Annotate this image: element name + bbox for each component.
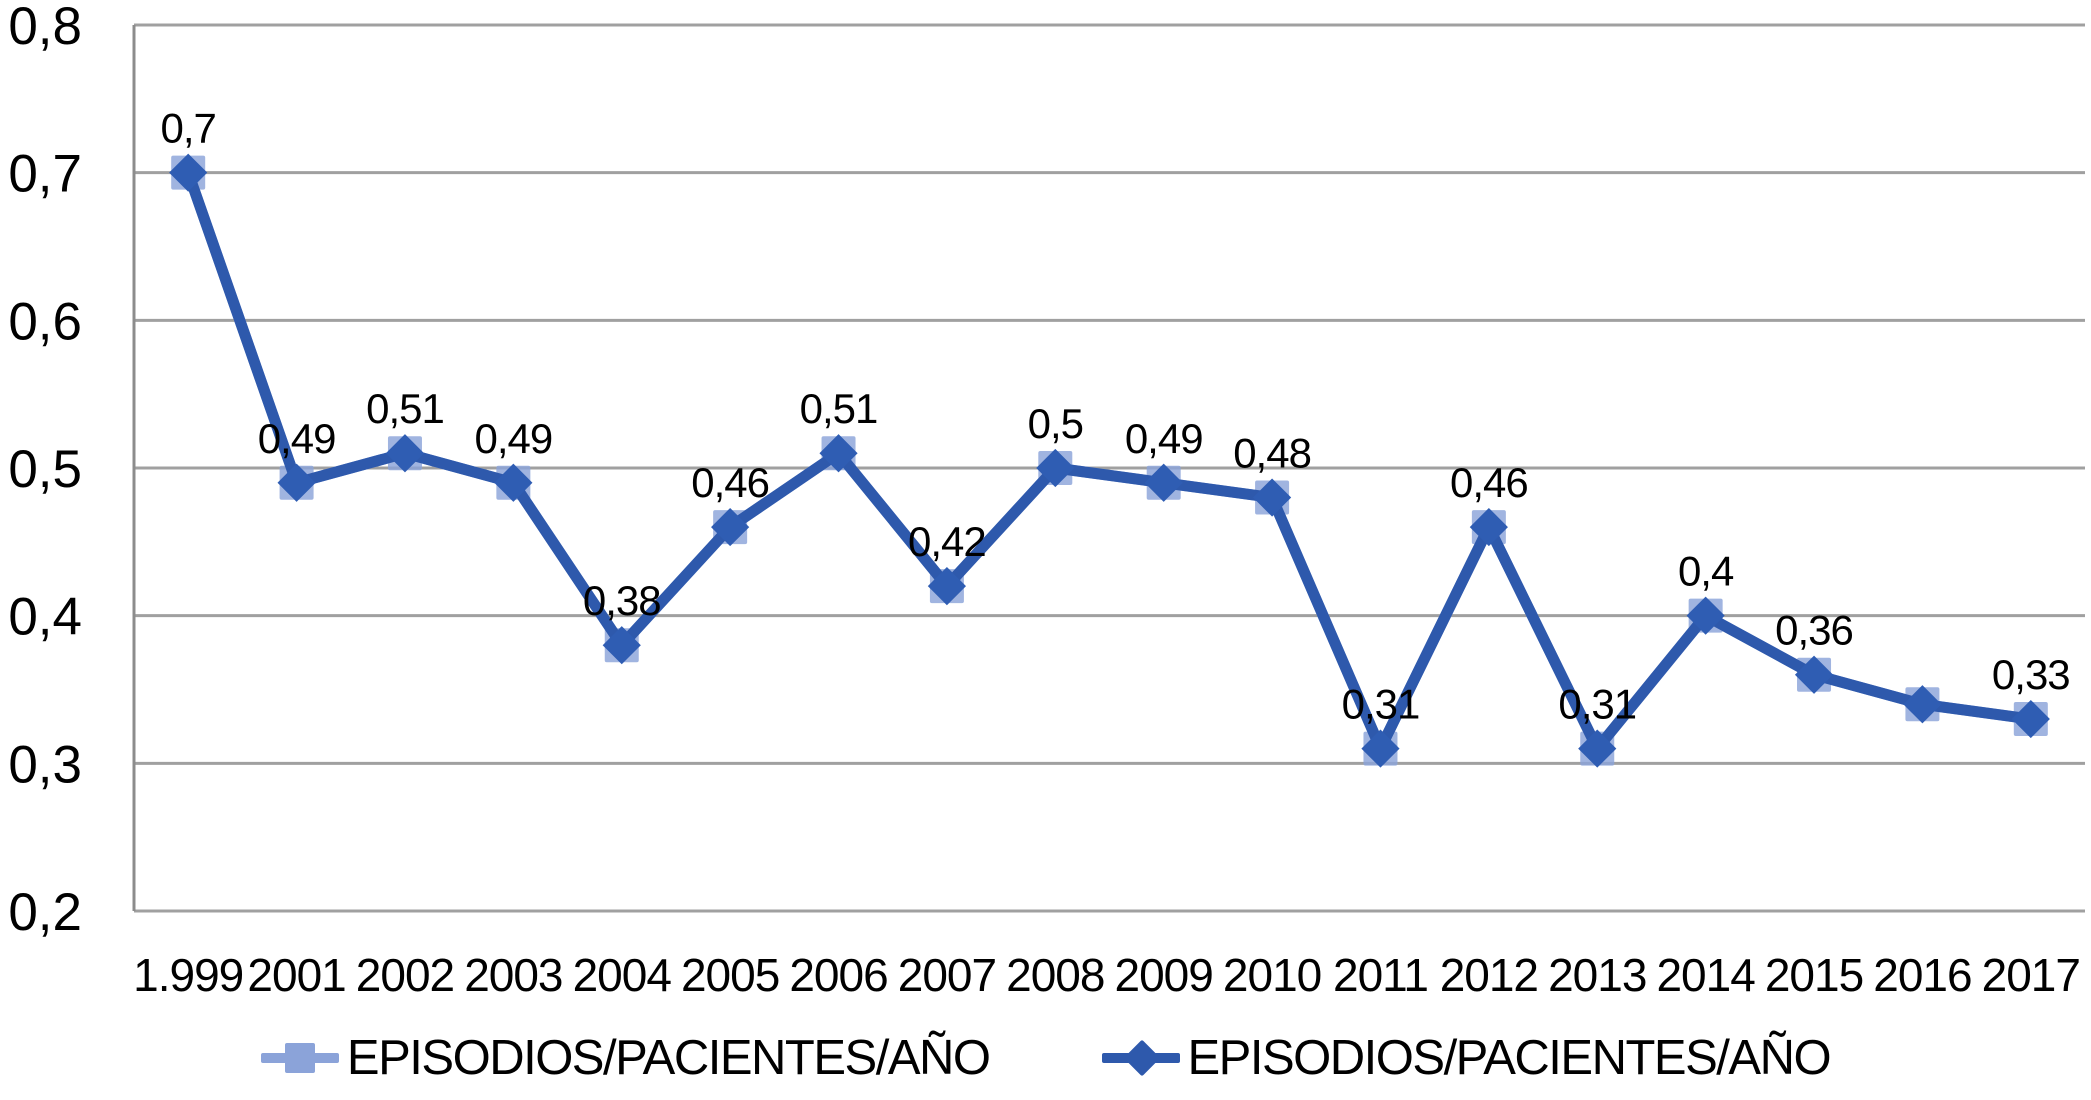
data-label: 0,51 [366, 385, 444, 432]
diamond-series-marker-icon [1101, 1038, 1180, 1078]
square-series-marker-icon [260, 1038, 339, 1078]
x-axis-tick-label: 2008 [1006, 949, 1104, 1001]
data-point-diamond[interactable] [1686, 596, 1725, 635]
legend-item-episodios-diamond[interactable]: EPISODIOS/PACIENTES/AÑO [1101, 1030, 1832, 1086]
y-axis-tick-label: 0,6 [8, 292, 82, 351]
data-label: 0,4 [1678, 548, 1734, 595]
data-point-diamond[interactable] [277, 463, 316, 502]
x-axis-tick-label: 2015 [1765, 949, 1863, 1001]
y-axis-tick-label: 0,7 [8, 145, 82, 204]
x-axis-tick-label: 2009 [1115, 949, 1213, 1001]
data-label: 0,51 [800, 385, 878, 432]
data-label: 0,48 [1233, 430, 1311, 477]
data-point-diamond[interactable] [2011, 699, 2050, 739]
data-label: 0,42 [908, 518, 986, 565]
data-point-diamond[interactable] [385, 434, 425, 473]
data-label: 0,49 [474, 415, 552, 462]
series-line [182, 167, 2037, 755]
legend-label: EPISODIOS/PACIENTES/AÑO [346, 1031, 991, 1085]
data-point-diamond[interactable] [1578, 729, 1617, 768]
x-axis-tick-label: 2017 [1982, 949, 2080, 1001]
data-label: 0,31 [1342, 681, 1420, 728]
y-axis-tick-label: 0,5 [8, 440, 82, 499]
x-axis-tick-label: 2016 [1873, 949, 1971, 1001]
data-label: 0,36 [1775, 607, 1853, 654]
x-axis-tick-label: 2007 [898, 949, 996, 1001]
x-axis-tick-label: 2001 [247, 949, 345, 1001]
x-axis-tick-label: 2010 [1223, 949, 1321, 1001]
legend-item-episodios-square[interactable]: EPISODIOS/PACIENTES/AÑO [260, 1030, 991, 1086]
data-label: 0,7 [160, 105, 215, 152]
data-label: 0,49 [258, 415, 336, 462]
data-point-diamond[interactable] [1036, 448, 1075, 488]
legend-label: EPISODIOS/PACIENTES/AÑO [1187, 1031, 1832, 1085]
data-point-diamond[interactable] [1469, 507, 1508, 547]
x-axis-tick-label: 2002 [356, 949, 454, 1001]
data-point-diamond[interactable] [1252, 478, 1292, 517]
data-label: 0,49 [1125, 415, 1203, 462]
x-axis-tick-label: 2012 [1440, 949, 1538, 1001]
data-point-diamond[interactable] [1794, 655, 1834, 694]
y-axis-tick-label: 0,4 [8, 588, 82, 647]
data-label: 0,46 [1450, 459, 1528, 506]
data-point-diamond[interactable] [1903, 685, 1942, 724]
data-point-diamond[interactable] [1361, 729, 1400, 768]
x-axis-tick-label: 2013 [1548, 949, 1646, 1001]
data-label: 0,31 [1558, 681, 1636, 728]
y-axis-tick-label: 0,2 [8, 883, 82, 942]
x-axis-tick-label: 2003 [464, 949, 562, 1001]
x-axis-tick-label: 2004 [573, 949, 672, 1001]
series-line-light [183, 170, 2032, 755]
x-axis-tick-label: 2005 [681, 949, 779, 1001]
y-axis-tick-label: 0,3 [8, 735, 82, 794]
legend: EPISODIOS/PACIENTES/AÑO EPISODIOS/PACIEN… [0, 1018, 2091, 1098]
data-label: 0,46 [691, 459, 769, 506]
x-axis-tick-label: 2014 [1656, 949, 1755, 1001]
x-axis-tick-label: 1.999 [133, 949, 243, 1001]
x-axis-tick-label: 2011 [1333, 949, 1428, 1001]
data-label: 0,33 [1992, 651, 2070, 698]
x-axis-tick-label: 2006 [789, 949, 887, 1001]
data-point-diamond[interactable] [1144, 463, 1183, 502]
y-axis-tick-label: 0,8 [8, 0, 82, 56]
data-label: 0,5 [1028, 400, 1083, 447]
data-label: 0,38 [583, 577, 661, 624]
